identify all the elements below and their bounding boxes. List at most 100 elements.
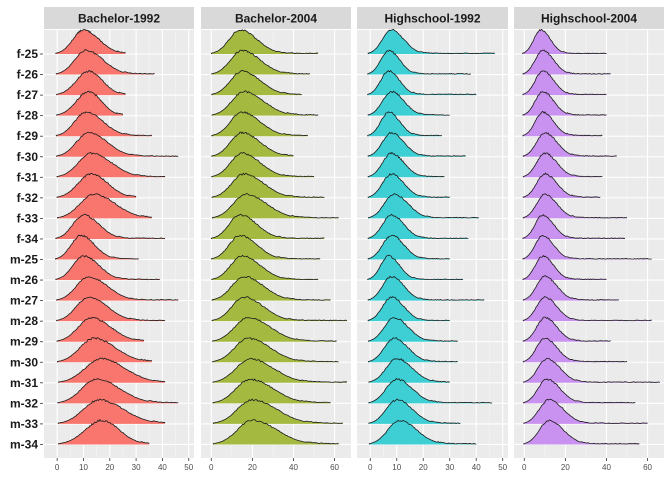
ridge-fill <box>57 152 166 178</box>
y-tick-label: m-34 <box>10 437 38 451</box>
ridge-outline <box>367 90 450 116</box>
ridge-outline <box>56 276 179 301</box>
ridge-outline <box>367 111 442 137</box>
ridge-outline <box>522 254 607 281</box>
ridge-fill <box>367 255 463 281</box>
ridge-fill <box>367 70 477 96</box>
x-tick-label: 10 <box>79 463 88 472</box>
ridge-fill <box>368 29 495 54</box>
x-tick-label: 60 <box>330 463 339 472</box>
ridge-fill <box>57 378 179 404</box>
ridge-outline <box>211 234 321 260</box>
y-tick-label: m-25 <box>10 253 38 267</box>
ridge-outline <box>211 296 348 322</box>
ridge-outline <box>57 193 152 219</box>
ridge-outline <box>55 28 126 54</box>
ridge-fill <box>368 193 479 219</box>
panel-background <box>44 30 194 458</box>
ridge-fill <box>367 111 442 137</box>
ridge-outline <box>211 131 294 157</box>
ridge-fill <box>523 152 603 178</box>
ridge-outline <box>56 316 145 342</box>
ridge-outline <box>522 296 652 322</box>
ridge-fill <box>369 420 477 445</box>
x-tick-label: 50 <box>184 463 193 472</box>
ridge-outline <box>367 49 472 75</box>
ridge-fill <box>213 419 339 445</box>
ridge-fill <box>368 317 458 342</box>
y-tick-label: f-34 <box>17 232 39 246</box>
ridge-fill <box>523 296 652 322</box>
ridge-outline <box>367 275 485 301</box>
y-tick-label: m-26 <box>10 273 38 287</box>
ridge-outline <box>367 131 466 157</box>
ridge-outline <box>212 378 331 404</box>
ridge-fill <box>56 91 123 116</box>
ridge-outline <box>55 111 152 137</box>
facet-strip <box>44 7 194 29</box>
ridge-outline <box>522 110 603 137</box>
ridge-outline <box>56 151 166 178</box>
ridge-outline <box>367 296 450 322</box>
ridge-fill <box>56 296 166 322</box>
ridge-fill <box>523 378 636 404</box>
ridge-outline <box>368 398 461 424</box>
ridge-fill <box>368 378 493 404</box>
ridge-fill <box>55 255 160 281</box>
y-tick-label: f-26 <box>17 68 39 82</box>
facet-strip-label: Bachelor-1992 <box>78 12 160 26</box>
x-tick-label: 40 <box>158 463 167 472</box>
x-tick-label: 0 <box>522 463 527 472</box>
ridge-fill <box>212 276 331 301</box>
ridge-fill <box>368 173 450 198</box>
ridge-outline <box>367 213 469 240</box>
ridge-outline <box>522 152 603 178</box>
y-tick-label: m-27 <box>10 294 38 308</box>
ridge-fill <box>58 357 166 383</box>
ridge-outline <box>211 49 310 75</box>
ridge-outline <box>56 296 166 322</box>
ridge-outline <box>522 214 626 239</box>
ridge-fill <box>212 296 347 322</box>
y-tick-label: m-33 <box>10 417 38 431</box>
ridge-fill <box>56 276 179 301</box>
ridge-fill <box>522 255 607 281</box>
x-tick-label: 0 <box>209 463 214 472</box>
ridge-outline <box>522 337 628 363</box>
ridge-fill <box>211 255 319 281</box>
ridge-fill <box>212 337 339 363</box>
ridge-fill <box>368 214 469 239</box>
x-tick-label: 30 <box>445 463 454 472</box>
ridge-fill <box>213 399 343 424</box>
ridge-fill <box>523 317 611 342</box>
ridge-fill <box>368 337 458 363</box>
y-tick-label: f-28 <box>17 109 39 123</box>
ridge-outline <box>523 357 661 383</box>
ridge-fill <box>211 214 325 239</box>
ridge-fill <box>522 235 652 260</box>
ridge-fill <box>211 235 321 260</box>
ridge-outline <box>522 28 607 55</box>
ridge-outline <box>368 377 493 404</box>
ridge-outline <box>57 398 166 424</box>
ridge-fill <box>57 173 137 198</box>
facet-strip <box>514 7 664 29</box>
ridge-outline <box>212 398 343 424</box>
x-tick-label: 10 <box>392 463 401 472</box>
ridge-fill <box>211 50 310 75</box>
ridge-fill <box>522 29 607 54</box>
x-tick-label: 0 <box>55 463 60 472</box>
ridge-outline <box>211 29 319 55</box>
ridge-fill <box>57 337 152 363</box>
ridge-outline <box>522 316 611 342</box>
y-tick-label: m-30 <box>10 355 38 369</box>
ridge-outline <box>212 419 339 445</box>
ridge-fill <box>523 132 617 157</box>
facet-strip-label: Bachelor-2004 <box>235 12 317 26</box>
ridge-fill <box>212 90 319 116</box>
ridge-outline <box>522 275 619 301</box>
ridge-fill <box>367 50 471 75</box>
ridge-outline <box>211 254 319 281</box>
ridge-fill <box>212 193 339 219</box>
